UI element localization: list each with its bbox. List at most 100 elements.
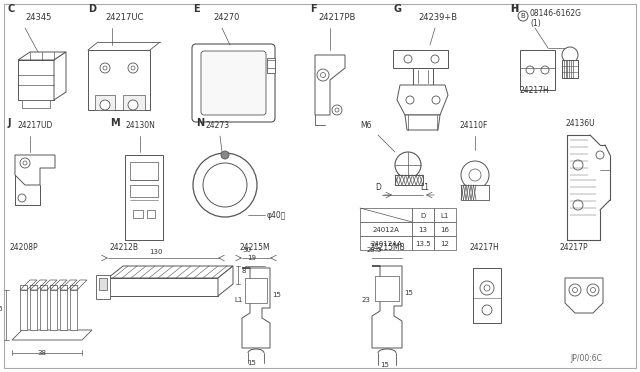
Text: L1: L1: [234, 297, 243, 303]
Text: 08146-6162G: 08146-6162G: [530, 9, 582, 18]
Text: 15: 15: [247, 360, 256, 366]
Text: 24217H: 24217H: [520, 86, 550, 95]
Circle shape: [587, 284, 599, 296]
Circle shape: [128, 100, 138, 110]
Text: 24215M: 24215M: [240, 243, 271, 252]
Text: 15: 15: [380, 362, 389, 368]
Text: E: E: [193, 4, 200, 14]
Circle shape: [100, 63, 110, 73]
Bar: [434, 222, 456, 236]
Polygon shape: [393, 50, 448, 68]
Polygon shape: [20, 290, 27, 330]
Circle shape: [482, 305, 492, 315]
Text: 19: 19: [247, 255, 256, 261]
Polygon shape: [15, 155, 55, 185]
Circle shape: [469, 169, 481, 181]
Text: C: C: [8, 4, 15, 14]
Bar: [267, 58, 275, 73]
Bar: [360, 222, 412, 236]
Text: 24110F: 24110F: [460, 121, 488, 130]
Circle shape: [20, 158, 30, 168]
Polygon shape: [50, 280, 67, 290]
Text: 12: 12: [440, 241, 449, 247]
Circle shape: [193, 153, 257, 217]
Text: L1: L1: [420, 183, 429, 192]
Text: 24130N: 24130N: [125, 121, 155, 130]
Text: 24217H: 24217H: [470, 243, 500, 252]
Circle shape: [484, 285, 490, 291]
Polygon shape: [18, 52, 66, 60]
Text: G: G: [393, 4, 401, 14]
Polygon shape: [123, 95, 145, 110]
Bar: [473, 268, 501, 323]
Circle shape: [221, 151, 229, 159]
Bar: [412, 222, 434, 236]
Circle shape: [526, 66, 534, 74]
Text: 24212B: 24212B: [110, 243, 139, 252]
Bar: [461, 185, 489, 200]
Circle shape: [480, 281, 494, 295]
Bar: [130, 162, 158, 180]
Circle shape: [18, 194, 26, 202]
Circle shape: [596, 151, 604, 159]
Polygon shape: [30, 290, 37, 330]
Circle shape: [461, 161, 489, 189]
Polygon shape: [70, 280, 87, 290]
Polygon shape: [108, 266, 233, 278]
Text: 24217UC: 24217UC: [105, 13, 143, 22]
Bar: [434, 208, 456, 222]
Text: 24217PB: 24217PB: [318, 13, 355, 22]
Text: 13.5: 13.5: [415, 241, 431, 247]
FancyBboxPatch shape: [192, 44, 275, 122]
Bar: [412, 208, 434, 222]
Polygon shape: [70, 290, 77, 330]
Polygon shape: [405, 115, 440, 130]
Text: 23: 23: [362, 297, 371, 303]
Text: 24239+B: 24239+B: [418, 13, 457, 22]
Polygon shape: [520, 50, 555, 90]
Text: 15: 15: [272, 292, 281, 298]
Text: M: M: [110, 118, 120, 128]
Polygon shape: [50, 290, 57, 330]
Circle shape: [23, 161, 27, 165]
Bar: [375, 276, 399, 301]
Bar: [395, 175, 423, 185]
Circle shape: [591, 288, 595, 292]
Text: H: H: [510, 4, 518, 14]
Text: 23.5: 23.5: [367, 247, 383, 253]
Polygon shape: [565, 278, 603, 313]
Circle shape: [562, 47, 578, 63]
Text: 130: 130: [149, 249, 163, 255]
Polygon shape: [397, 85, 448, 115]
Polygon shape: [218, 266, 233, 296]
Bar: [133, 210, 143, 218]
Circle shape: [432, 96, 440, 104]
Text: 8: 8: [241, 268, 246, 274]
Text: 24270: 24270: [213, 13, 239, 22]
FancyBboxPatch shape: [201, 51, 266, 115]
Circle shape: [573, 200, 583, 210]
Text: 24217UD: 24217UD: [18, 121, 53, 130]
Circle shape: [573, 160, 583, 170]
Polygon shape: [315, 55, 345, 115]
Circle shape: [128, 63, 138, 73]
Polygon shape: [60, 280, 77, 290]
Polygon shape: [54, 52, 66, 100]
Bar: [99, 278, 107, 290]
Text: JP/00:6C: JP/00:6C: [570, 354, 602, 363]
Text: D: D: [375, 183, 381, 192]
Text: 24215MB: 24215MB: [370, 243, 406, 252]
Bar: [434, 236, 456, 250]
Polygon shape: [40, 280, 57, 290]
Circle shape: [332, 105, 342, 115]
Text: N: N: [196, 118, 204, 128]
Text: 24208P: 24208P: [10, 243, 38, 252]
Circle shape: [395, 152, 421, 178]
Text: 24136U: 24136U: [565, 119, 595, 128]
Text: 24012AA: 24012AA: [370, 241, 402, 247]
Circle shape: [541, 66, 549, 74]
Circle shape: [406, 96, 414, 104]
Circle shape: [203, 163, 247, 207]
Circle shape: [103, 66, 107, 70]
Bar: [130, 185, 158, 197]
